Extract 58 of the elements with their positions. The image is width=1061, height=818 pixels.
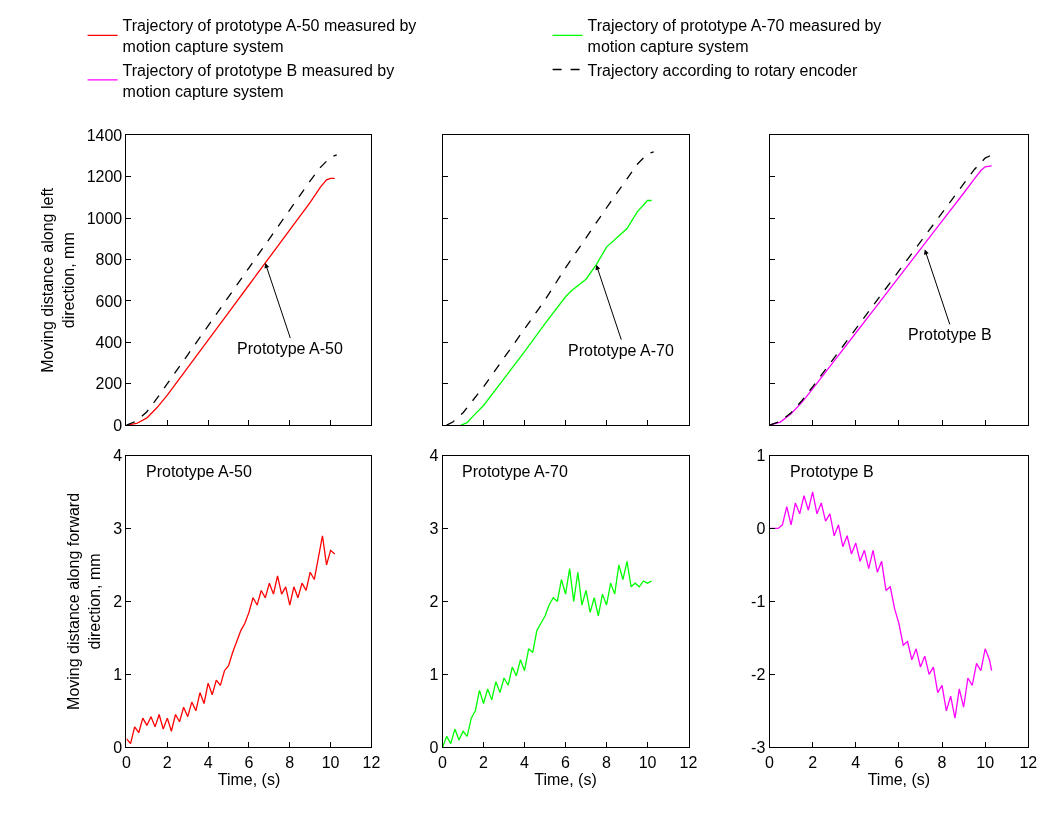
x-tick-label: 10 (976, 753, 995, 771)
y-tick-label: 1 (756, 447, 766, 465)
y-axis-title: Moving distance along left direction, mm (38, 187, 77, 373)
x-tick-label: 2 (162, 753, 172, 771)
x-axis-title: Time, (s) (217, 771, 281, 789)
x-tick-label: 2 (808, 753, 818, 771)
legend-label: Trajectory according to rotary encoder (587, 61, 859, 79)
x-tick-label: 4 (520, 753, 530, 771)
y-tick-label: 3 (429, 520, 439, 538)
y-tick-label: 1000 (86, 209, 123, 227)
annotation: Prototype B (908, 326, 992, 343)
x-tick-label: 4 (851, 753, 861, 771)
y-tick-label: -3 (751, 738, 766, 756)
x-tick-label: 4 (203, 753, 213, 771)
x-tick-label: 10 (321, 753, 340, 771)
x-tick-label: 6 (561, 753, 571, 771)
y-tick-label: -1 (751, 593, 766, 610)
legend-label: Trajectory of prototype A-50 measured by motion capture system (122, 17, 417, 55)
x-tick-label: 8 (285, 753, 295, 771)
x-tick-label: 12 (362, 753, 381, 771)
annotation: Prototype A-70 (568, 342, 674, 359)
x-tick-label: 12 (679, 753, 698, 771)
y-tick-label: 0 (429, 738, 439, 756)
x-tick-label: 8 (937, 753, 947, 771)
y-tick-label: 2 (113, 593, 123, 610)
y-tick-label: 1400 (86, 126, 123, 144)
y-tick-label: 1 (429, 665, 439, 683)
y-tick-label: 4 (113, 447, 123, 465)
y-tick-label: 0 (756, 520, 766, 538)
annotation: Prototype A-50 (237, 340, 343, 357)
line-series (442, 560, 653, 748)
x-tick-label: 6 (244, 753, 254, 771)
y-tick-label: 800 (95, 251, 123, 269)
y-tick-label: 1 (113, 665, 123, 683)
y-axis-title: Moving distance along forward direction, mm (65, 492, 104, 710)
y-tick-label: -2 (751, 665, 766, 683)
line-series (126, 535, 336, 745)
y-tick-label: 200 (95, 375, 123, 393)
y-tick-label: 2 (429, 593, 439, 610)
x-tick-label: 10 (638, 753, 657, 771)
x-tick-label: 2 (479, 753, 489, 771)
y-tick-label: 4 (429, 447, 439, 465)
annotation: Prototype B (790, 463, 874, 480)
y-tick-label: 3 (113, 520, 123, 538)
annotation: Prototype A-70 (462, 463, 568, 480)
x-tick-label: 6 (894, 753, 904, 771)
y-tick-label: 0 (113, 738, 123, 756)
y-tick-label: 1200 (86, 168, 123, 186)
x-axis-title: Time, (s) (867, 771, 931, 789)
x-tick-label: 8 (602, 753, 612, 771)
annotation: Prototype A-50 (146, 463, 252, 480)
y-tick-label: 400 (95, 333, 123, 351)
y-tick-label: 600 (95, 292, 123, 310)
legend-label: Trajectory of prototype A-70 measured by motion capture system (587, 17, 882, 55)
y-tick-label: 0 (113, 416, 123, 434)
x-tick-label: 12 (1019, 753, 1038, 771)
x-axis-title: Time, (s) (534, 771, 597, 789)
legend-label: Trajectory of prototype B measured by motion capture system (122, 61, 395, 100)
